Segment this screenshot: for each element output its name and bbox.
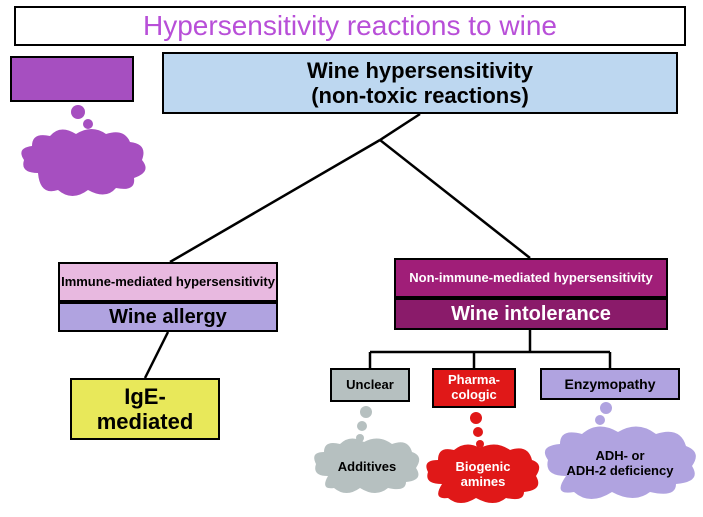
decorative-cloud (18, 128, 148, 198)
r-b2-l1: Pharma- (448, 373, 500, 388)
left-sub: Wine allergy (58, 302, 278, 332)
right-sub-text: Wine intolerance (451, 303, 611, 326)
cloud2-l2: amines (456, 474, 511, 489)
cloud-biogenic-amines: Biogenic amines (424, 444, 542, 504)
root-line1: Wine hypersensitivity (307, 58, 533, 83)
root-node: Wine hypersensitivity (non-toxic reactio… (162, 52, 678, 114)
left-header-text: Immune-mediated hypersensitivity (61, 275, 275, 290)
decorative-block (10, 56, 134, 102)
root-line2: (non-toxic reactions) (307, 83, 533, 108)
r-b2-l2: cologic (448, 388, 500, 403)
right-box-unclear: Unclear (330, 368, 410, 402)
cloud2-l1: Biogenic (456, 459, 511, 474)
left-leaf: IgE- mediated (70, 378, 220, 440)
r-b1-text: Unclear (346, 378, 394, 393)
right-header-text: Non-immune-mediated hypersensitivity (409, 271, 652, 286)
title-text: Hypersensitivity reactions to wine (143, 10, 557, 42)
cloud3-l2: ADH-2 deficiency (567, 463, 674, 478)
left-header: Immune-mediated hypersensitivity (58, 262, 278, 302)
cloud1-text: Additives (338, 459, 397, 474)
right-sub: Wine intolerance (394, 298, 668, 330)
cloud-additives: Additives (312, 438, 422, 494)
cloud3-l1: ADH- or (567, 448, 674, 463)
r-b3-text: Enzymopathy (564, 376, 655, 392)
left-leaf-l1: IgE- (97, 384, 194, 409)
right-box-pharmacologic: Pharma- cologic (432, 368, 516, 408)
cloud-adh-deficiency: ADH- or ADH-2 deficiency (542, 426, 698, 500)
right-header: Non-immune-mediated hypersensitivity (394, 258, 668, 298)
left-leaf-l2: mediated (97, 409, 194, 434)
diagram-title: Hypersensitivity reactions to wine (14, 6, 686, 46)
left-sub-text: Wine allergy (109, 306, 227, 329)
right-box-enzymopathy: Enzymopathy (540, 368, 680, 400)
